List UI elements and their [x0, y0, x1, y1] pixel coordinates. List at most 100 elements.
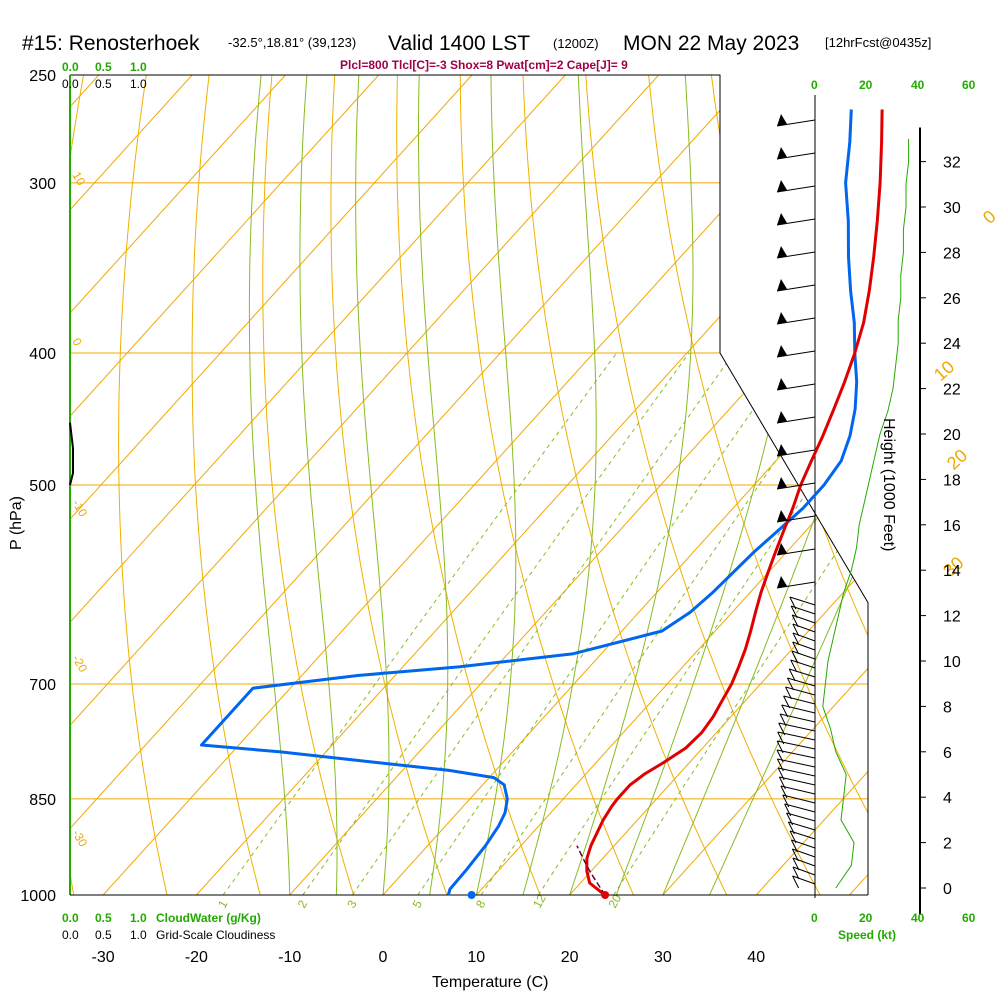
wind-barb-flag: [777, 444, 787, 456]
isotherm-value-label: 0: [979, 206, 1000, 228]
wind-barb-flag: [777, 543, 787, 555]
dry-adiabat: [585, 75, 821, 895]
wind-barb-flag: [777, 180, 787, 192]
wind-barb-feather: [792, 623, 800, 637]
dry-adiabat: [330, 75, 448, 895]
pressure-tick-label: 700: [29, 677, 56, 694]
mixing-ratio-label: 20: [605, 892, 624, 911]
height-tick-label: 30: [943, 200, 961, 217]
wind-barb-flag: [777, 147, 787, 159]
isotherm-line: [662, 75, 868, 895]
grid-inner: [0, 75, 868, 895]
mixing-ratio-label: 3: [344, 897, 360, 910]
wind-barb-feather: [790, 659, 798, 673]
height-tick-label: 26: [943, 291, 961, 308]
height-tick-label: 10: [943, 654, 961, 671]
surface-temperature-marker: [601, 891, 610, 899]
mixing-ratio-label: 5: [410, 897, 426, 910]
wind-barb-staff-low: [782, 794, 816, 804]
isotherm-left-label: 0: [69, 336, 85, 349]
station-coords: -32.5°,18.81° (39,123): [228, 35, 356, 50]
wind-barb-staff-low: [781, 704, 816, 714]
cloudwater-top-tick-1: 0.5: [95, 60, 112, 74]
wind-barb-staff: [776, 482, 816, 490]
wind-barb-flag: [777, 510, 787, 522]
x-tick-label: 40: [747, 949, 765, 966]
wind-barb-staff-low: [787, 677, 816, 687]
isotherm-line: [70, 75, 286, 895]
wind-barb-staff-low: [792, 857, 816, 867]
moist-adiabat: [475, 75, 517, 895]
height-tick-label: 24: [943, 336, 961, 353]
cloudwater-bottom-tick-2: 1.0: [130, 911, 147, 925]
isotherm-line: [289, 75, 868, 895]
wind-barb-feather: [788, 668, 796, 682]
wind-barb-staff-low: [779, 713, 816, 723]
wind-barb-feather: [785, 686, 792, 700]
x-axis-title: Temperature (C): [432, 974, 548, 991]
forecast-info: [12hrFcst@0435z]: [825, 35, 931, 50]
speed-bottom-tick-2: 40: [911, 911, 925, 925]
wind-barb-flag: [777, 279, 787, 291]
wind-barbs: [776, 114, 816, 889]
mixing-ratio-label: 12: [530, 892, 549, 911]
height-tick-label: 32: [943, 155, 961, 172]
wind-barb-staff: [776, 218, 816, 226]
y-axis-title: P (hPa): [8, 496, 25, 550]
height-tick-label: 18: [943, 472, 961, 489]
mixing-ratio-line: [222, 352, 618, 895]
wind-barb-staff: [776, 251, 816, 259]
height-tick-label: 22: [943, 382, 961, 399]
pressure-tick-label: 300: [29, 176, 56, 193]
moist-adiabat: [569, 75, 694, 895]
wind-barb-staff-low: [791, 650, 816, 660]
plot-frame: [70, 74, 869, 895]
dry-adiabat: [0, 75, 21, 895]
speed-top-tick-3: 60: [962, 78, 976, 92]
x-tick-label: 30: [654, 949, 672, 966]
dry-adiabat: [648, 75, 868, 895]
mixing-ratio-line: [302, 352, 690, 895]
x-tick-label: 0: [379, 949, 388, 966]
isotherm-left-label: -20: [69, 653, 90, 675]
speed-bottom-tick-3: 60: [962, 911, 976, 925]
height-tick-label: 28: [943, 245, 961, 262]
height-tick-label: 12: [943, 609, 961, 626]
speed-bottom-tick-0: 0: [811, 911, 818, 925]
station-name: #15: Renosterhoek: [22, 32, 200, 55]
height-tick-label: 20: [943, 427, 961, 444]
wind-barb-feather: [792, 857, 800, 871]
speed-top-tick-2: 40: [911, 78, 925, 92]
wind-barb-staff-low: [778, 767, 816, 777]
moist-adiabat: [709, 75, 868, 895]
wind-barb-staff-low: [791, 839, 816, 849]
wind-barb-staff-low: [789, 596, 816, 606]
cloudwater-top-tick-0: 0.0: [62, 60, 79, 74]
isotherm-left-label: 10: [69, 169, 88, 188]
wind-barb-feather: [792, 641, 800, 655]
wind-barb-staff-low: [788, 821, 816, 831]
moist-adiabat: [662, 75, 868, 895]
wind-barb-staff: [776, 548, 816, 556]
wind-barb-staff: [776, 185, 816, 193]
cloudiness-top-tick-0: 0.0: [62, 77, 79, 91]
wind-barb-staff-low: [792, 866, 816, 876]
dry-adiabat: [522, 75, 728, 895]
cloudiness-top-tick-1: 0.5: [95, 77, 112, 91]
wind-barb-staff: [776, 284, 816, 292]
x-tick-label: 20: [561, 949, 579, 966]
wind-barb-staff-low: [778, 722, 816, 732]
moist-adiabat: [248, 75, 291, 895]
surface-dewpoint-marker: [467, 891, 476, 899]
dry-adiabat: [396, 75, 541, 895]
wind-barb-feather: [791, 650, 799, 664]
wind-barb-staff-low: [784, 803, 816, 813]
moist-adiabat: [522, 75, 597, 895]
valid-time: Valid 1400 LST: [388, 32, 530, 55]
dewpoint-line: [200, 109, 859, 896]
wind-barb-staff-low: [792, 614, 816, 624]
wind-speed-profile: [822, 138, 910, 889]
wind-barb-staff: [776, 152, 816, 160]
mixing-ratio-label: 8: [473, 897, 489, 910]
